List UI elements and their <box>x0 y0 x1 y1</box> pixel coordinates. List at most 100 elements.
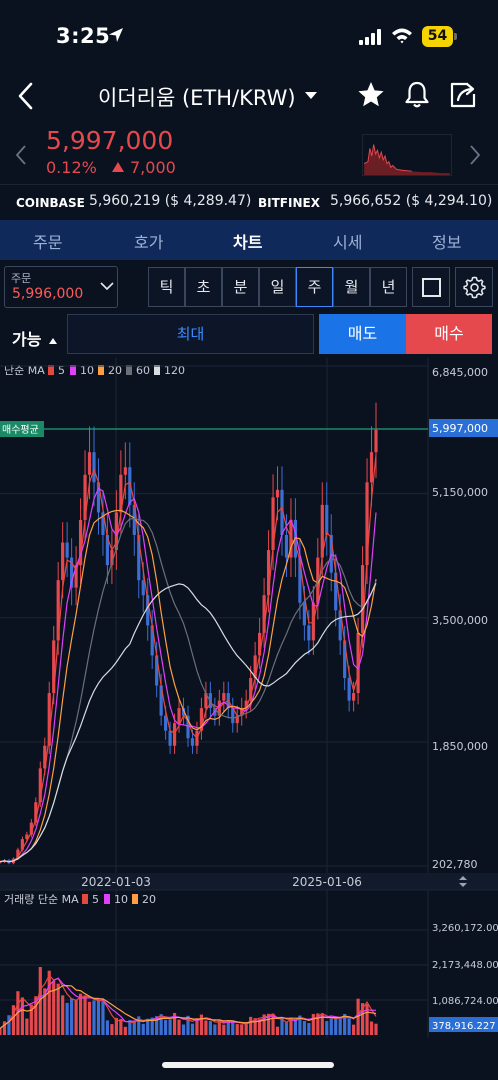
tab-chart[interactable]: 차트 <box>233 233 263 252</box>
volume-bar <box>70 998 74 1035</box>
period-day-button[interactable]: 일 <box>259 267 296 307</box>
volume-legend: 거래량 단순 MA 5 10 20 <box>4 893 156 906</box>
volume-bar <box>78 993 83 1035</box>
candle-body <box>338 610 342 641</box>
title-dropdown-caret-icon[interactable] <box>305 92 317 99</box>
mini-price-chart[interactable] <box>362 134 452 176</box>
volume-bar <box>204 1020 208 1035</box>
candle-body <box>302 602 306 626</box>
tab-order[interactable]: 주문 <box>33 233 63 252</box>
wifi-icon <box>392 28 412 44</box>
candle-body <box>110 550 114 566</box>
location-arrow-icon <box>109 28 123 42</box>
exchange-name-coinbase: COINBASE <box>16 196 85 210</box>
volume-bar <box>320 1013 324 1035</box>
volume-bar <box>213 1024 217 1035</box>
tab-quotes[interactable]: 시세 <box>333 233 363 252</box>
candle-body <box>119 474 123 513</box>
chart-type-button[interactable] <box>412 267 450 307</box>
price-summary: 5,997,000 0.12% 7,000 <box>0 120 498 182</box>
volume-bar <box>110 1024 114 1035</box>
candle-body <box>240 708 244 716</box>
current-price: 5,997,000 <box>46 126 174 155</box>
legend-label: 단순 MA <box>4 364 45 377</box>
period-month-button[interactable]: 월 <box>333 267 370 307</box>
volume-bar <box>262 1014 266 1035</box>
coin-title[interactable]: 이더리움 (ETH/KRW) <box>98 86 296 110</box>
volume-bar <box>181 1024 186 1035</box>
volume-bar <box>123 1026 127 1035</box>
volume-bar <box>47 970 51 1035</box>
period-second-button[interactable]: 초 <box>185 267 222 307</box>
volume-bar <box>38 967 42 1035</box>
candle-body <box>320 504 324 558</box>
volume-bar <box>34 996 38 1035</box>
candle-body <box>105 534 110 566</box>
tab-orderbook[interactable]: 호가 <box>134 233 164 252</box>
volume-bar <box>190 1023 195 1035</box>
y-tick-label: 202,780 <box>432 858 478 871</box>
chart-area[interactable]: 2022-01-03 2025-01-06 단순 MA 5 10 20 60 1… <box>0 358 498 1038</box>
price-change-value: 7,000 <box>130 158 176 177</box>
volume-bar <box>329 1018 333 1035</box>
volume-bar <box>0 1028 2 1035</box>
volume-bar <box>240 1024 244 1035</box>
chevron-right-icon[interactable] <box>468 144 482 166</box>
bell-icon[interactable] <box>402 80 432 110</box>
volume-bar <box>132 1021 136 1035</box>
candle-body <box>114 512 118 551</box>
max-amount-button[interactable]: 최대 <box>67 314 314 354</box>
candle-body <box>266 550 271 596</box>
volume-bar <box>275 1026 280 1035</box>
chevron-left-icon[interactable] <box>14 144 28 166</box>
period-week-button[interactable]: 주 <box>296 267 333 307</box>
candle-body <box>298 557 302 603</box>
back-arrow-icon[interactable] <box>14 80 38 112</box>
volume-bar <box>159 1014 163 1035</box>
volume-bar <box>83 995 87 1035</box>
volume-bar <box>56 983 60 1035</box>
volume-tick-label: 1,086,724.000 <box>432 996 498 1007</box>
candle-body <box>275 489 280 498</box>
candle-body <box>132 504 136 535</box>
volume-bar <box>352 1024 356 1035</box>
volume-bar <box>231 1020 235 1035</box>
period-minute-button[interactable]: 분 <box>222 267 259 307</box>
volume-bar <box>307 1023 311 1035</box>
candle-body <box>47 693 51 746</box>
star-icon[interactable] <box>356 80 386 110</box>
share-icon[interactable] <box>448 80 478 110</box>
y-tick-label: 1,850,000 <box>432 740 488 753</box>
candle-body <box>38 768 42 803</box>
volume-bar <box>87 1001 92 1035</box>
order-price-select[interactable]: 주문 5,996,000 <box>4 266 118 308</box>
buy-button[interactable]: 매수 <box>406 314 492 354</box>
volume-swatch-ma20 <box>132 894 138 904</box>
candle-body <box>356 632 360 694</box>
candle-body <box>235 715 239 724</box>
volume-bar <box>20 997 24 1035</box>
candle-body <box>128 467 132 505</box>
sell-button[interactable]: 매도 <box>319 314 406 354</box>
candle-body <box>253 655 257 679</box>
candle-body <box>43 745 47 769</box>
volume-ma20-line <box>0 984 377 1029</box>
volume-bar <box>235 1024 239 1035</box>
tab-info[interactable]: 정보 <box>432 233 462 252</box>
chart-settings-button[interactable] <box>455 267 493 307</box>
candle-body <box>29 822 33 835</box>
candle-body <box>16 849 20 859</box>
period-year-button[interactable]: 년 <box>370 267 407 307</box>
volume-bar <box>52 980 56 1035</box>
candle-body <box>87 452 92 475</box>
chevron-down-icon <box>100 282 114 291</box>
price-chart[interactable]: 2022-01-03 2025-01-06 단순 MA 5 10 20 60 1… <box>0 358 498 1038</box>
candle-body <box>365 482 369 566</box>
candle-body <box>329 534 333 573</box>
legend-ma120: 120 <box>164 364 185 377</box>
volume-bar <box>249 1016 253 1035</box>
available-label[interactable]: 가능 <box>12 330 42 349</box>
candle-body <box>20 839 24 850</box>
period-tick-button[interactable]: 틱 <box>148 267 185 307</box>
axis-resize-icon[interactable] <box>459 876 467 887</box>
